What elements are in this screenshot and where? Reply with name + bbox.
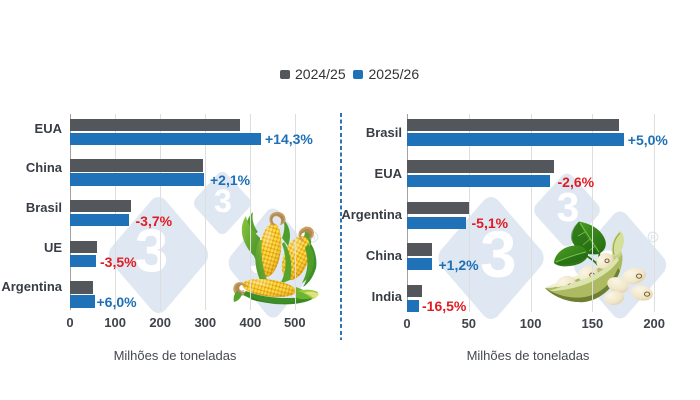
svg-text:R: R: [650, 233, 656, 242]
svg-text:3: 3: [557, 184, 580, 230]
svg-text:3: 3: [480, 218, 516, 291]
svg-text:R: R: [310, 233, 316, 242]
svg-text:3: 3: [135, 217, 168, 284]
svg-text:3: 3: [214, 183, 232, 219]
